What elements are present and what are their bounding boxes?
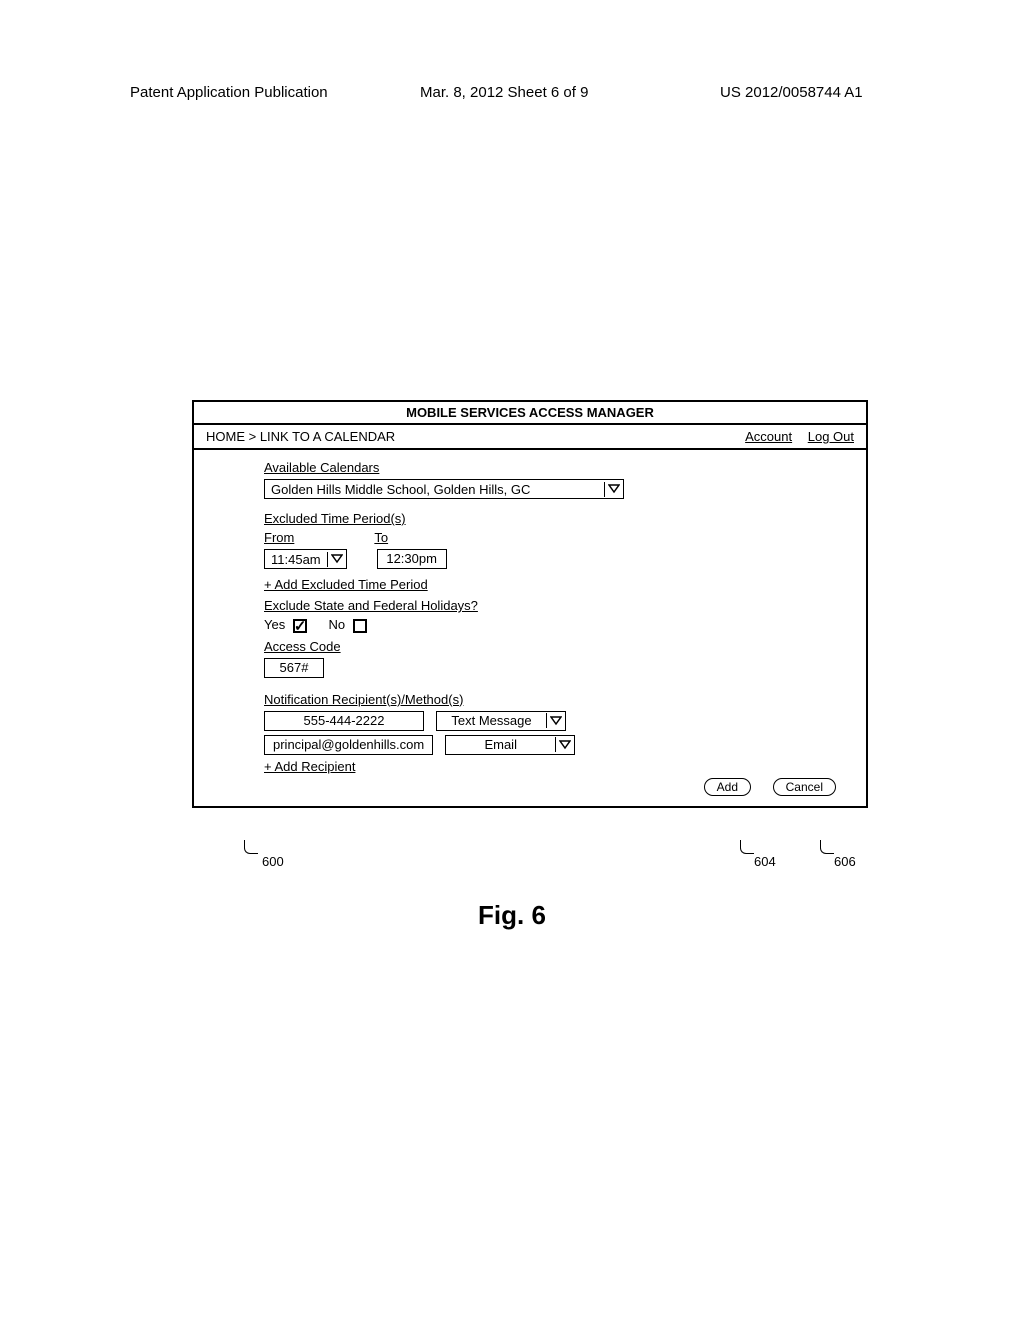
available-calendars-value: Golden Hills Middle School, Golden Hills…	[265, 482, 605, 497]
account-link[interactable]: Account	[745, 429, 792, 444]
ref-604: 604	[754, 854, 776, 869]
recipient-addr-field[interactable]: principal@goldenhills.com	[264, 735, 433, 755]
to-label: To	[374, 530, 388, 545]
content-area: Available Calendars Golden Hills Middle …	[194, 450, 866, 806]
holidays-no-label: No	[328, 617, 345, 632]
holidays-yes-checkbox[interactable]	[293, 619, 307, 633]
available-calendars-dropdown[interactable]: Golden Hills Middle School, Golden Hills…	[264, 479, 624, 499]
recipient-addr-field[interactable]: 555-444-2222	[264, 711, 424, 731]
add-recipient-link[interactable]: + Add Recipient	[264, 759, 355, 774]
recipient-row: principal@goldenhills.com Email	[264, 735, 854, 755]
recipients-heading: Notification Recipient(s)/Method(s)	[264, 692, 463, 707]
holidays-yes-label: Yes	[264, 617, 285, 632]
recipient-method-dropdown[interactable]: Email	[445, 735, 575, 755]
header-mid: Mar. 8, 2012 Sheet 6 of 9	[420, 84, 588, 101]
header-right: US 2012/0058744 A1	[720, 84, 863, 101]
from-time-dropdown[interactable]: 11:45am	[264, 549, 347, 569]
recipient-row: 555-444-2222 Text Message	[264, 711, 854, 731]
chevron-down-icon	[328, 550, 346, 568]
app-window: MOBILE SERVICES ACCESS MANAGER HOME > LI…	[192, 400, 868, 808]
access-code-label: Access Code	[264, 639, 341, 654]
holidays-no-checkbox[interactable]	[353, 619, 367, 633]
excluded-heading: Excluded Time Period(s)	[264, 511, 406, 526]
logout-link[interactable]: Log Out	[808, 429, 854, 444]
figure-caption: Fig. 6	[0, 900, 1024, 931]
ref-600: 600	[262, 854, 284, 869]
cancel-button[interactable]: Cancel	[773, 778, 836, 796]
leader-line	[820, 840, 834, 854]
recipient-method-value: Email	[446, 737, 556, 752]
ref-606: 606	[834, 854, 856, 869]
available-calendars-label: Available Calendars	[264, 460, 379, 475]
breadcrumb: HOME > LINK TO A CALENDAR	[206, 429, 395, 444]
navbar: HOME > LINK TO A CALENDAR Account Log Ou…	[194, 425, 866, 450]
chevron-down-icon	[556, 736, 574, 754]
recipient-method-value: Text Message	[437, 713, 547, 728]
from-time-value: 11:45am	[265, 552, 328, 567]
add-excluded-link[interactable]: + Add Excluded Time Period	[264, 577, 428, 592]
from-label: From	[264, 530, 294, 545]
chevron-down-icon	[605, 480, 623, 498]
to-time-field[interactable]: 12:30pm	[377, 549, 447, 569]
leader-line	[740, 840, 754, 854]
holidays-label: Exclude State and Federal Holidays?	[264, 598, 478, 613]
add-button[interactable]: Add	[704, 778, 751, 796]
window-title: MOBILE SERVICES ACCESS MANAGER	[194, 402, 866, 425]
chevron-down-icon	[547, 712, 565, 730]
leader-line	[244, 840, 258, 854]
header-left: Patent Application Publication	[130, 84, 328, 101]
access-code-field[interactable]: 567#	[264, 658, 324, 678]
recipient-method-dropdown[interactable]: Text Message	[436, 711, 566, 731]
